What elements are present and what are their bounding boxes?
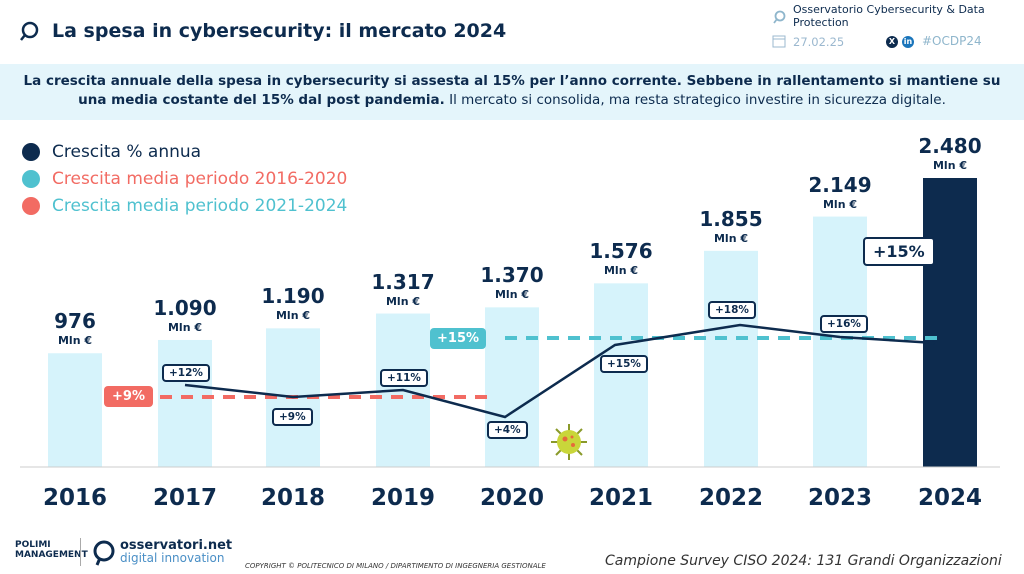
virus-icon (551, 424, 587, 460)
bar-unit-label: Mln € (167, 320, 203, 334)
bar-unit-label: Mln € (275, 309, 311, 323)
legend-label: Crescita media periodo 2021-2024 (52, 196, 348, 216)
legend-label: Crescita % annua (52, 142, 202, 162)
year-tick-label: 2024 (917, 485, 982, 511)
bar-2021 (594, 283, 648, 467)
legend-label: Crescita media periodo 2016-2020 (52, 169, 348, 189)
growth-label: +9% (272, 408, 313, 426)
bar-unit-label: Mln € (822, 197, 858, 211)
year-tick-label: 2023 (807, 485, 872, 511)
legend-item: Crescita media periodo 2016-2020 (22, 169, 347, 189)
sample-note: Campione Survey CISO 2024: 131 Grandi Or… (605, 553, 1002, 569)
bar-value-label: 1.090 (153, 295, 217, 320)
bar-2024 (923, 178, 977, 467)
bar-2022 (704, 250, 758, 467)
avg-badge-2021-2024: +15% (430, 328, 487, 349)
legend-item: Crescita media periodo 2021-2024 (22, 196, 347, 216)
copyright: COPYRIGHT © POLITECNICO DI MILANO / DIPA… (245, 562, 546, 570)
bar-value-label: 1.370 (480, 263, 544, 288)
observatory-icon (773, 10, 786, 24)
growth-line (184, 323, 936, 419)
bar-value-label: 976 (54, 309, 96, 334)
bar-value-label: 1.576 (589, 239, 653, 264)
osservatori-logo-text: osservatori.net (120, 538, 233, 553)
legend-dot-icon (22, 143, 40, 161)
observatory-name: Osservatorio Cybersecurity & Data Protec… (793, 3, 985, 29)
bar-value-label: 2.480 (918, 134, 982, 158)
bar-unit-label: Mln € (603, 264, 639, 278)
bar-unit-label: Mln € (57, 334, 93, 348)
bar-unit-label: Mln € (385, 294, 421, 308)
bar-value-label: 2.149 (808, 172, 872, 197)
summary-normal: Il mercato si consolida, ma resta strate… (444, 92, 946, 108)
bar-2017 (158, 339, 212, 467)
bar-value-label: 1.190 (261, 284, 325, 309)
bar-2023 (813, 216, 867, 467)
summary-banner: La crescita annuale della spesa in cyber… (0, 64, 1024, 120)
year-tick-label: 2020 (479, 485, 544, 511)
legend-item: Crescita % annua (22, 142, 201, 162)
polimi-logo: POLIMI MANAGEMENT (15, 540, 88, 560)
avg-badge-2016-2020: +9% (104, 386, 153, 407)
legend-dot-icon (22, 170, 40, 188)
callout-2024: +15% (863, 237, 935, 266)
page-title: La spesa in cybersecurity: il mercato 20… (52, 20, 507, 42)
bar-unit-label: Mln € (494, 288, 530, 302)
year-tick-label: 2017 (152, 485, 217, 511)
osservatori-logo-icon (93, 540, 115, 566)
bar-2020 (485, 307, 539, 467)
year-tick-label: 2016 (42, 485, 107, 511)
bar-2016 (48, 353, 102, 467)
summary-bold: La crescita annuale della spesa in cyber… (23, 73, 1001, 108)
legend-dot-icon (22, 197, 40, 215)
growth-label: +16% (820, 315, 868, 333)
growth-label: +15% (600, 355, 648, 373)
growth-label: +18% (708, 301, 756, 319)
bar-value-label: 1.317 (371, 269, 435, 294)
hashtag: #OCDP24 (922, 34, 982, 48)
linkedin-icon[interactable]: in (902, 36, 914, 48)
year-tick-label: 2021 (588, 485, 653, 511)
bar-unit-label: Mln € (932, 159, 968, 172)
growth-label: +11% (380, 369, 428, 387)
date: 27.02.25 (793, 35, 845, 49)
bar-unit-label: Mln € (713, 231, 749, 245)
year-tick-label: 2022 (698, 485, 763, 511)
growth-label: +4% (487, 421, 528, 439)
magnifier-logo-icon (20, 21, 39, 41)
year-tick-label: 2018 (260, 485, 325, 511)
divider (80, 538, 81, 566)
year-tick-label: 2019 (370, 485, 435, 511)
calendar-icon (772, 35, 786, 48)
osservatori-logo-sub: digital innovation (120, 551, 225, 565)
growth-label: +12% (162, 364, 210, 382)
chart (20, 178, 1000, 468)
bar-value-label: 1.855 (699, 206, 763, 231)
x-icon[interactable]: X (886, 36, 898, 48)
